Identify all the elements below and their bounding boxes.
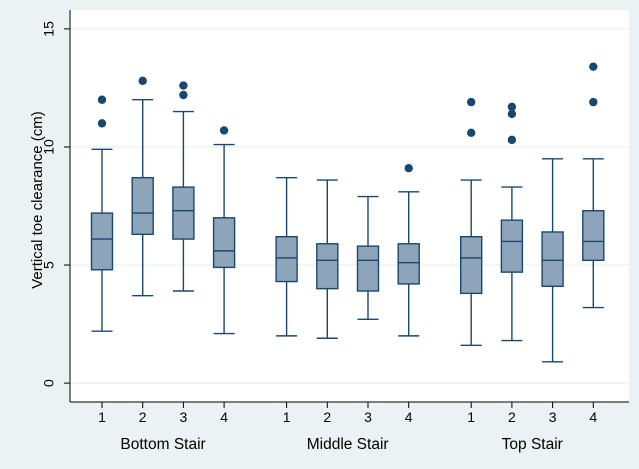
y-tick-label: 0	[41, 379, 57, 387]
x-tick-label: 2	[139, 409, 147, 425]
outlier-point	[507, 135, 517, 145]
x-tick-label: 1	[467, 409, 475, 425]
iqr-box	[582, 210, 605, 262]
group-label: Top Stair	[502, 436, 563, 453]
outlier-point	[467, 97, 476, 107]
outlier-point	[219, 126, 229, 135]
x-tick-label: 3	[364, 409, 372, 425]
box-3-3	[541, 158, 564, 363]
x-tick-label: 4	[220, 409, 228, 425]
iqr-box	[500, 219, 524, 273]
box-2-4	[397, 164, 420, 337]
x-tick-label: 3	[180, 409, 188, 425]
iqr-box	[356, 245, 380, 292]
box-3-4	[582, 62, 605, 309]
x-tick-label: 4	[405, 409, 413, 425]
outlier-point	[97, 119, 107, 128]
x-tick-label: 4	[589, 409, 597, 425]
outlier-point	[467, 128, 476, 137]
y-tick-label: 5	[41, 261, 57, 269]
iqr-box	[90, 212, 114, 271]
box-2-2	[316, 179, 339, 339]
iqr-box	[275, 235, 298, 283]
iqr-box	[131, 176, 154, 236]
box-3-2	[500, 102, 524, 342]
box-1-4	[212, 126, 236, 335]
outlier-point	[179, 90, 188, 100]
outlier-point	[138, 76, 147, 86]
outlier-point	[507, 102, 517, 112]
axes: 0 5 10 15 1 2 3 4 Bottom Stair 1 2 3 4 Middle Stair 1 2…	[41, 10, 629, 453]
box-1-2	[131, 76, 154, 297]
box-1-3	[172, 81, 195, 292]
x-tick-label: 2	[323, 409, 331, 425]
boxes	[90, 62, 605, 363]
iqr-box	[541, 231, 564, 287]
outlier-point	[589, 62, 598, 71]
outlier-point	[179, 81, 188, 90]
box-3-1	[460, 97, 483, 347]
plot-area	[70, 10, 629, 402]
y-tick-label: 15	[41, 21, 57, 37]
iqr-box	[397, 243, 420, 285]
iqr-box	[316, 243, 339, 290]
box-2-3	[356, 195, 380, 321]
box-1-1	[90, 95, 114, 332]
y-tick-label: 10	[41, 139, 57, 155]
outlier-point	[97, 95, 107, 104]
outlier-point	[589, 97, 598, 107]
group-label: Middle Stair	[307, 436, 389, 453]
outlier-point	[507, 109, 517, 119]
iqr-box	[212, 217, 236, 269]
iqr-box	[460, 235, 483, 295]
x-tick-label: 2	[508, 409, 516, 425]
x-tick-label: 1	[283, 409, 291, 425]
box-2-1	[275, 176, 298, 337]
y-axis-label: Vertical toe clearance (cm)	[29, 111, 46, 289]
x-tick-label: 1	[98, 409, 106, 425]
outlier-point	[404, 164, 413, 173]
iqr-box	[172, 186, 195, 240]
gridlines	[70, 28, 629, 384]
group-label: Bottom Stair	[120, 436, 205, 453]
x-tick-label: 3	[549, 409, 557, 425]
